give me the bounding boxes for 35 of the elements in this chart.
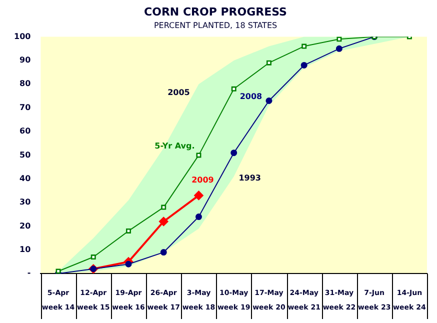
chart-subtitle: PERCENT PLANTED, 18 STATES xyxy=(154,21,278,30)
point xyxy=(195,214,202,220)
y-tick-label: 30 xyxy=(20,198,32,207)
y-tick-label: 70 xyxy=(20,102,32,112)
series-label: 5-Yr Avg. xyxy=(154,141,195,150)
point xyxy=(300,62,308,68)
point xyxy=(336,36,342,42)
y-tick-label: 90 xyxy=(20,56,32,65)
point xyxy=(230,150,238,156)
point xyxy=(160,249,167,256)
y-tick-label: 80 xyxy=(20,79,32,88)
annotation: 1993 xyxy=(238,174,261,183)
y-tick-label: 20 xyxy=(20,221,32,230)
point xyxy=(126,228,131,234)
point xyxy=(196,152,202,158)
y-tick-label: 100 xyxy=(14,32,32,41)
point xyxy=(336,45,342,52)
point xyxy=(90,254,96,260)
point xyxy=(158,216,168,226)
point xyxy=(231,86,236,92)
series-label: 2008 xyxy=(240,92,263,101)
y-tick-label: 40 xyxy=(20,174,32,183)
point xyxy=(302,44,307,49)
point xyxy=(266,60,272,66)
y-tick-label: - xyxy=(27,268,31,278)
series-label: 2009 xyxy=(192,176,214,185)
point xyxy=(194,190,204,200)
y-tick-label: 50 xyxy=(20,150,32,160)
point xyxy=(266,97,272,104)
y-tick-label: 10 xyxy=(20,245,32,254)
y-tick-label: 60 xyxy=(20,126,32,136)
point xyxy=(125,260,132,268)
point xyxy=(161,204,166,210)
annotation: 2005 xyxy=(168,88,190,98)
chart-title: CORN CROP PROGRESS xyxy=(144,5,288,18)
